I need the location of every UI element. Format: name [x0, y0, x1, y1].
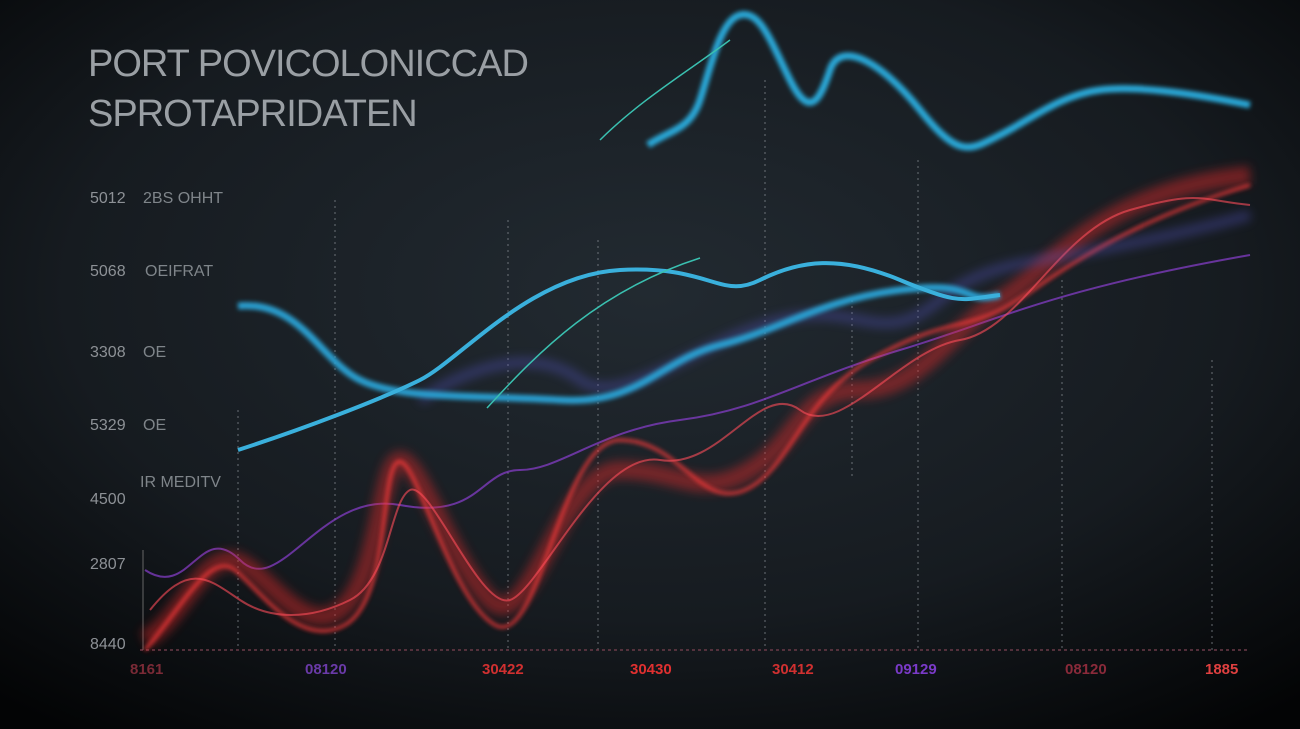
side-labels: 2BS OHHT OEIFRAT OE OE IR MEDITV: [140, 190, 223, 491]
dashed-gridlines: [237, 80, 1213, 650]
x-label: 08120: [305, 661, 347, 678]
y-label: 2807: [90, 556, 126, 573]
y-labels: 5012 5068 3308 5329 4500 2807 8440: [90, 190, 126, 653]
x-labels: 8161 08120 30422 30430 30412 09129 08120…: [130, 661, 1238, 678]
x-label: 09129: [895, 661, 937, 678]
side-label: OEIFRAT: [145, 263, 213, 280]
side-label: IR MEDITV: [140, 474, 221, 491]
side-label: OE: [143, 417, 166, 434]
title-line: SPROTAPRIDATEN: [88, 93, 417, 135]
y-label: 3308: [90, 344, 126, 361]
x-label: 1885: [1205, 661, 1238, 678]
y-label: 5329: [90, 417, 126, 434]
x-label: 30422: [482, 661, 524, 678]
x-label: 30412: [772, 661, 814, 678]
y-label: 5068: [90, 263, 126, 280]
y-label: 8440: [90, 636, 126, 653]
y-label: 5012: [90, 190, 126, 207]
decorative-lines: [140, 11, 1252, 651]
x-label: 08120: [1065, 661, 1107, 678]
side-label: 2BS OHHT: [143, 190, 223, 207]
side-label: OE: [143, 344, 166, 361]
y-label: 4500: [90, 491, 126, 508]
x-label: 8161: [130, 661, 163, 678]
title-line: PORT POVICOLONICCAD: [88, 43, 528, 85]
x-label: 30430: [630, 661, 672, 678]
